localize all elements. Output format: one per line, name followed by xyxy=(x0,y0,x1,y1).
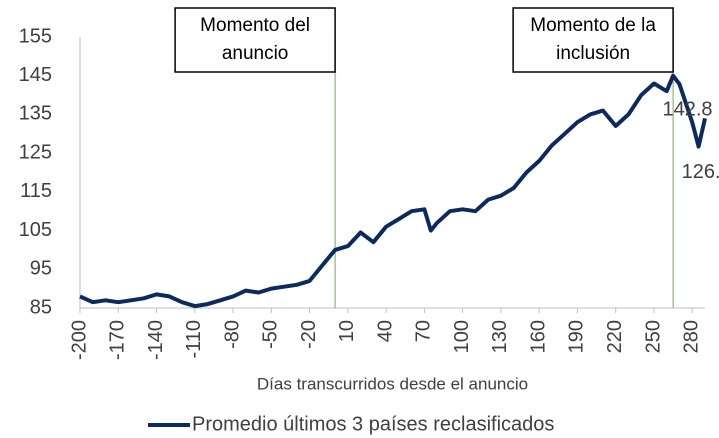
y-tick-label: 105 xyxy=(19,219,52,241)
x-tick-label: -170 xyxy=(107,320,129,360)
data-label: 126.7 xyxy=(682,161,719,183)
x-tick-label: 70 xyxy=(413,320,435,342)
event-label: inclusión xyxy=(556,43,630,64)
x-tick-label: 130 xyxy=(489,320,511,353)
legend-label: Promedio últimos 3 países reclasificados xyxy=(192,413,554,435)
x-tick-label: -200 xyxy=(68,320,90,360)
x-tick-label: -110 xyxy=(183,320,205,359)
y-tick-label: 125 xyxy=(19,141,52,163)
x-tick-label: -50 xyxy=(260,320,282,349)
y-tick-label: 115 xyxy=(20,180,52,202)
event-box-frame xyxy=(174,7,336,73)
data-label: 142.8 xyxy=(662,99,712,121)
event-box: Momento de la inclusión xyxy=(512,7,674,73)
event-label: Momento de la xyxy=(530,15,656,36)
x-tick-label: 220 xyxy=(604,320,626,353)
event-box-frame xyxy=(512,7,674,73)
x-tick-label: 40 xyxy=(374,320,396,342)
series-line xyxy=(79,73,707,309)
x-tick-label: -80 xyxy=(221,320,243,349)
x-tick-label: 10 xyxy=(336,320,358,342)
y-tick-label: 155 xyxy=(19,25,52,47)
y-tick-label: 85 xyxy=(30,296,52,318)
y-tick-label: 95 xyxy=(30,258,52,280)
x-tick-label: 280 xyxy=(681,320,703,353)
y-tick-label: 145 xyxy=(19,64,52,86)
x-tick-label: 100 xyxy=(451,320,473,353)
y-tick-label: 135 xyxy=(19,103,52,125)
event-label: anuncio xyxy=(222,43,289,64)
x-tick-label: -140 xyxy=(145,320,167,360)
x-tick-label: 250 xyxy=(642,320,664,353)
event-label: Momento del xyxy=(200,15,310,36)
x-tick-label: 190 xyxy=(566,320,588,353)
x-tick-label: -20 xyxy=(298,320,320,349)
x-axis-title: Días transcurridos desde el anuncio xyxy=(257,374,528,393)
x-tick-label: 160 xyxy=(527,320,549,353)
event-box: Momento del anuncio xyxy=(174,7,336,73)
